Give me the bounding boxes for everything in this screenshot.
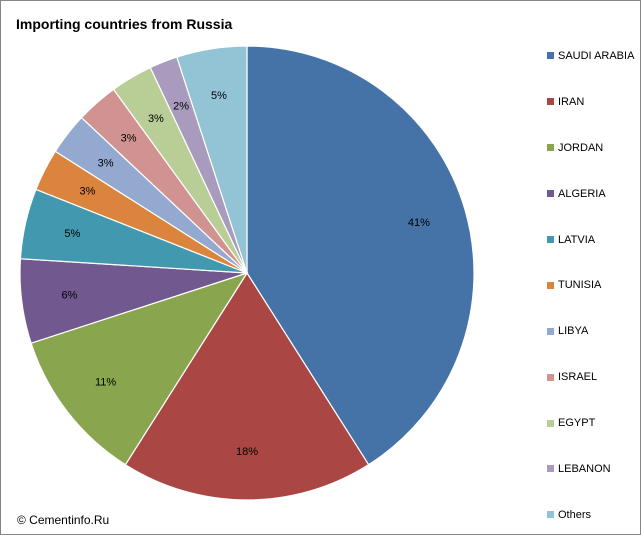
legend-item-libya: LIBYA <box>547 308 634 354</box>
data-label-jordan: 11% <box>95 377 116 389</box>
data-label-latvia: 5% <box>64 228 80 240</box>
data-label-algeria: 6% <box>61 289 77 301</box>
legend-item-jordan: JORDAN <box>547 125 634 171</box>
legend-item-others: Others <box>547 492 634 534</box>
legend-swatch <box>547 465 554 473</box>
legend-item-lebanon: LEBANON <box>547 446 634 492</box>
data-label-libya: 3% <box>98 157 114 169</box>
legend-swatch <box>547 144 554 152</box>
legend-swatch <box>547 373 554 381</box>
legend-label: LEBANON <box>558 462 611 475</box>
data-label-others: 5% <box>211 90 227 102</box>
legend-label: ISRAEL <box>558 371 598 384</box>
data-label-saudi-arabia: 41% <box>408 217 430 229</box>
legend-swatch <box>547 52 554 60</box>
legend-label: IRAN <box>558 95 585 108</box>
data-label-israel: 3% <box>121 133 137 145</box>
copyright-credit: © Cementinfo.Ru <box>17 513 110 527</box>
legend-label: EGYPT <box>558 417 596 430</box>
data-label-egypt: 3% <box>148 113 164 125</box>
legend-item-iran: IRAN <box>547 79 634 125</box>
legend-swatch <box>547 190 554 198</box>
legend-swatch <box>547 281 554 289</box>
legend-item-tunisia: TUNISIA <box>547 262 634 308</box>
legend-item-algeria: ALGERIA <box>547 171 634 217</box>
legend-label: Others <box>558 508 592 521</box>
legend-item-latvia: LATVIA <box>547 217 634 263</box>
data-label-tunisia: 3% <box>80 186 96 198</box>
legend-label: JORDAN <box>558 141 604 154</box>
legend-label: LIBYA <box>558 325 589 338</box>
chart-title: Importing countries from Russia <box>16 16 233 32</box>
legend-item-egypt: EGYPT <box>547 400 634 446</box>
legend-label: LATVIA <box>558 233 596 246</box>
legend-swatch <box>547 98 554 106</box>
legend-swatch <box>547 236 554 243</box>
pie-slice-jordan <box>30 271 249 466</box>
data-label-iran: 18% <box>236 446 258 458</box>
legend-label: ALGERIA <box>558 187 606 200</box>
data-label-lebanon: 2% <box>173 101 189 113</box>
legend-swatch <box>547 419 554 427</box>
pie-slice-saudi-arabia <box>246 45 475 466</box>
legend-swatch <box>547 327 554 335</box>
chart-legend: SAUDI ARABIA IRAN JORDAN ALGERIA LATVIA TUNIS… <box>547 33 634 534</box>
pie-slice-iran <box>124 271 370 501</box>
pie-slice-others <box>176 45 248 274</box>
legend-label: SAUDI ARABIA <box>558 49 635 62</box>
legend-item-israel: ISRAEL <box>547 354 634 400</box>
legend-label: TUNISIA <box>558 279 602 292</box>
legend-swatch <box>547 511 554 519</box>
legend-item-saudi-arabia: SAUDI ARABIA <box>547 33 634 79</box>
